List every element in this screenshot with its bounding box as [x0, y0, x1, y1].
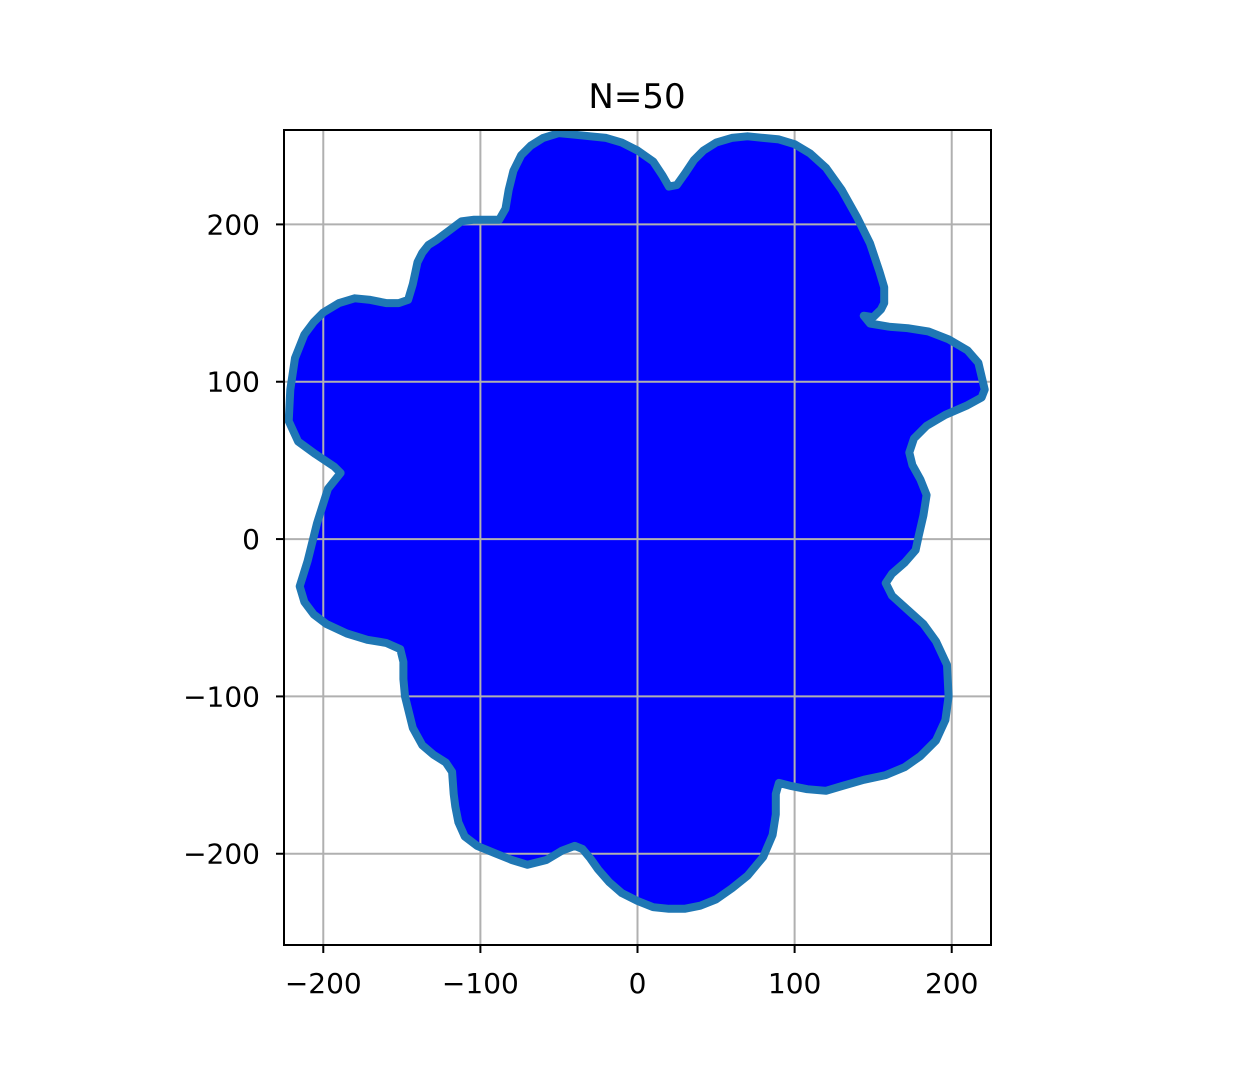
plot-content	[284, 130, 991, 945]
x-tick-label: 100	[768, 967, 821, 1000]
chart-title: N=50	[588, 77, 685, 117]
plot-area	[284, 130, 991, 945]
x-tick-label: 0	[629, 967, 647, 1000]
y-tick-label: 100	[207, 366, 260, 399]
y-tick-label: 200	[207, 208, 260, 241]
x-tick-label: −100	[442, 967, 519, 1000]
y-tick-label: −100	[183, 680, 260, 713]
y-tick-label: −200	[183, 838, 260, 871]
shape-outline	[284, 130, 989, 913]
y-tick-label: 0	[242, 523, 260, 556]
x-tick-label: 200	[925, 967, 978, 1000]
axes: −200 −100 0 100 200 −200 −100 0 100 200	[183, 129, 992, 1000]
x-tick-label: −200	[285, 967, 362, 1000]
